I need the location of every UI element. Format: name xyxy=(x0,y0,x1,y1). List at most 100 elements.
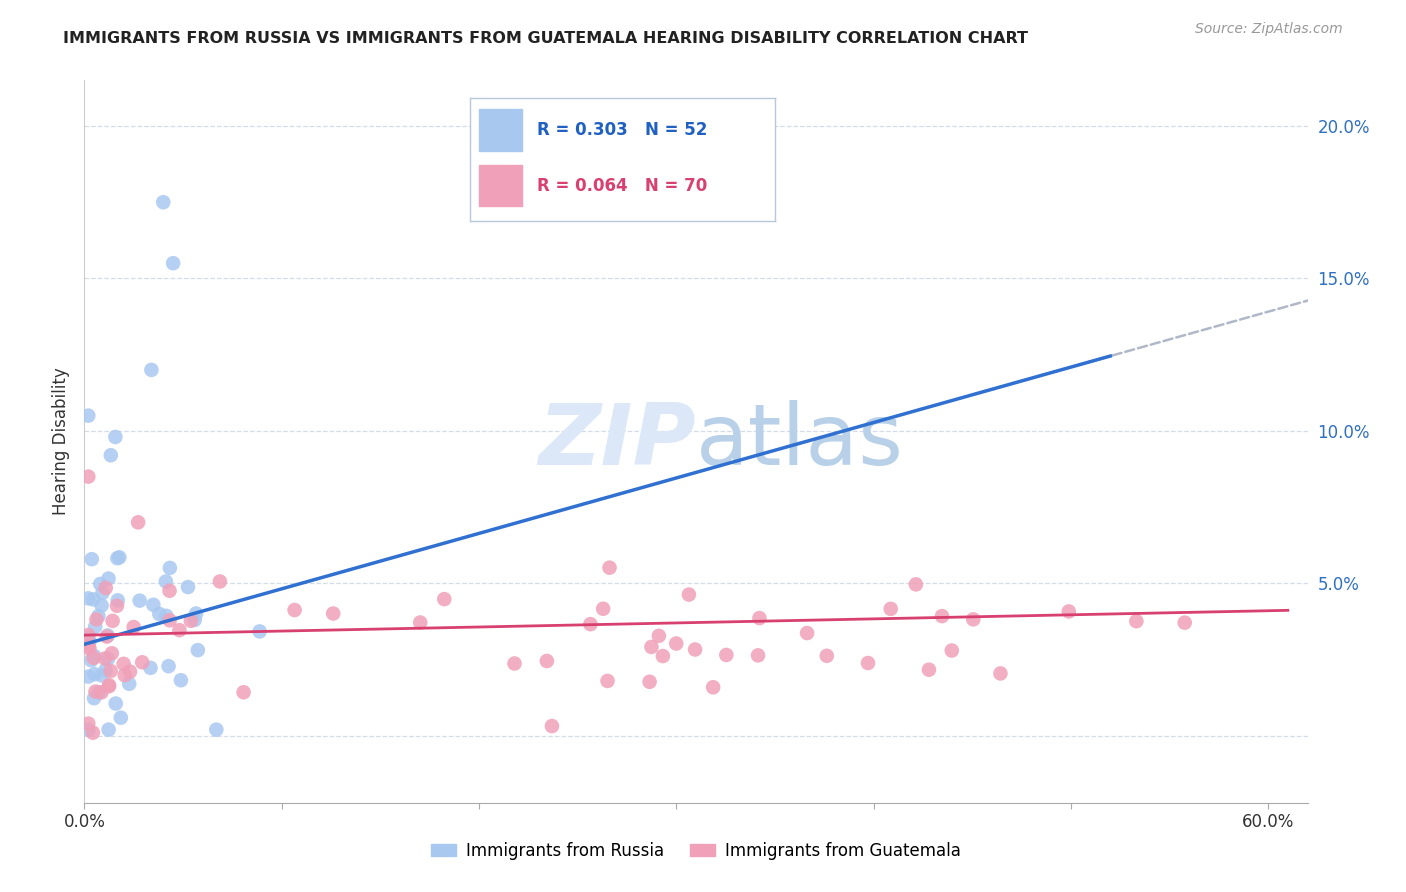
Point xyxy=(648,629,671,643)
Point xyxy=(184,607,207,621)
Point xyxy=(77,723,100,737)
Point xyxy=(79,634,101,648)
Point xyxy=(127,516,149,530)
Point xyxy=(83,691,105,706)
Point xyxy=(100,448,122,462)
Point xyxy=(931,609,953,624)
Point xyxy=(94,663,117,677)
Point xyxy=(97,628,120,642)
Point xyxy=(208,574,231,589)
Legend: Immigrants from Russia, Immigrants from Guatemala: Immigrants from Russia, Immigrants from … xyxy=(425,836,967,867)
Text: IMMIGRANTS FROM RUSSIA VS IMMIGRANTS FROM GUATEMALA HEARING DISABILITY CORRELATI: IMMIGRANTS FROM RUSSIA VS IMMIGRANTS FRO… xyxy=(63,31,1028,46)
Point xyxy=(205,723,228,737)
Point xyxy=(84,684,107,698)
Point xyxy=(683,642,706,657)
Point xyxy=(157,659,180,673)
Text: atlas: atlas xyxy=(696,400,904,483)
Point xyxy=(141,363,163,377)
Point xyxy=(86,612,108,626)
Point xyxy=(1057,604,1080,618)
Point xyxy=(94,651,117,665)
Point xyxy=(90,599,112,613)
Point xyxy=(77,639,100,653)
Point xyxy=(90,668,112,682)
Point xyxy=(159,613,181,627)
Point xyxy=(180,614,202,628)
Point xyxy=(1174,615,1197,630)
Point xyxy=(716,648,738,662)
Point xyxy=(83,648,105,663)
Point xyxy=(80,552,103,566)
Point xyxy=(84,620,107,634)
Point xyxy=(541,719,564,733)
Point xyxy=(579,617,602,632)
Text: ZIP: ZIP xyxy=(538,400,696,483)
Point xyxy=(118,665,141,679)
Point xyxy=(284,603,307,617)
Point xyxy=(98,679,121,693)
Point xyxy=(592,601,614,615)
Point xyxy=(122,620,145,634)
Point xyxy=(152,195,174,210)
Point xyxy=(139,661,162,675)
Point xyxy=(322,607,344,621)
Point xyxy=(101,614,124,628)
Point xyxy=(796,626,818,640)
Point xyxy=(640,640,662,654)
Point xyxy=(80,653,103,667)
Point xyxy=(187,643,209,657)
Point xyxy=(82,592,104,607)
Point xyxy=(97,572,120,586)
Point xyxy=(159,561,181,575)
Point xyxy=(108,550,131,565)
Point xyxy=(856,656,879,670)
Point xyxy=(94,581,117,595)
Point xyxy=(596,673,619,688)
Point xyxy=(503,657,526,671)
Point xyxy=(107,593,129,607)
Point xyxy=(170,673,193,688)
Point xyxy=(110,711,132,725)
Y-axis label: Hearing Disability: Hearing Disability xyxy=(52,368,70,516)
Point xyxy=(702,680,724,694)
Point xyxy=(184,613,207,627)
Point xyxy=(815,648,838,663)
Point xyxy=(599,560,621,574)
Point xyxy=(97,651,120,665)
Point xyxy=(90,685,112,699)
Point xyxy=(142,598,165,612)
Point xyxy=(177,580,200,594)
Point xyxy=(77,716,100,731)
Point xyxy=(104,697,127,711)
Point xyxy=(904,577,927,591)
Point xyxy=(747,648,769,663)
Point xyxy=(131,655,153,669)
Point xyxy=(77,409,100,423)
Point xyxy=(962,612,984,626)
Point xyxy=(879,602,901,616)
Point xyxy=(105,551,128,566)
Point xyxy=(748,611,770,625)
Point xyxy=(77,631,100,645)
Point xyxy=(941,643,963,657)
Point xyxy=(105,599,128,613)
Point xyxy=(409,615,432,630)
Point xyxy=(118,677,141,691)
Point xyxy=(82,725,104,739)
Point xyxy=(1125,614,1147,628)
Point xyxy=(97,723,120,737)
Point xyxy=(104,430,127,444)
Point xyxy=(101,646,124,660)
Text: Source: ZipAtlas.com: Source: ZipAtlas.com xyxy=(1195,22,1343,37)
Point xyxy=(112,657,135,671)
Point xyxy=(148,607,170,621)
Point xyxy=(232,685,254,699)
Point xyxy=(678,588,700,602)
Point xyxy=(96,630,118,644)
Point xyxy=(651,648,673,663)
Point xyxy=(536,654,558,668)
Point xyxy=(77,469,100,483)
Point xyxy=(990,666,1012,681)
Point xyxy=(155,608,177,623)
Point xyxy=(155,574,177,589)
